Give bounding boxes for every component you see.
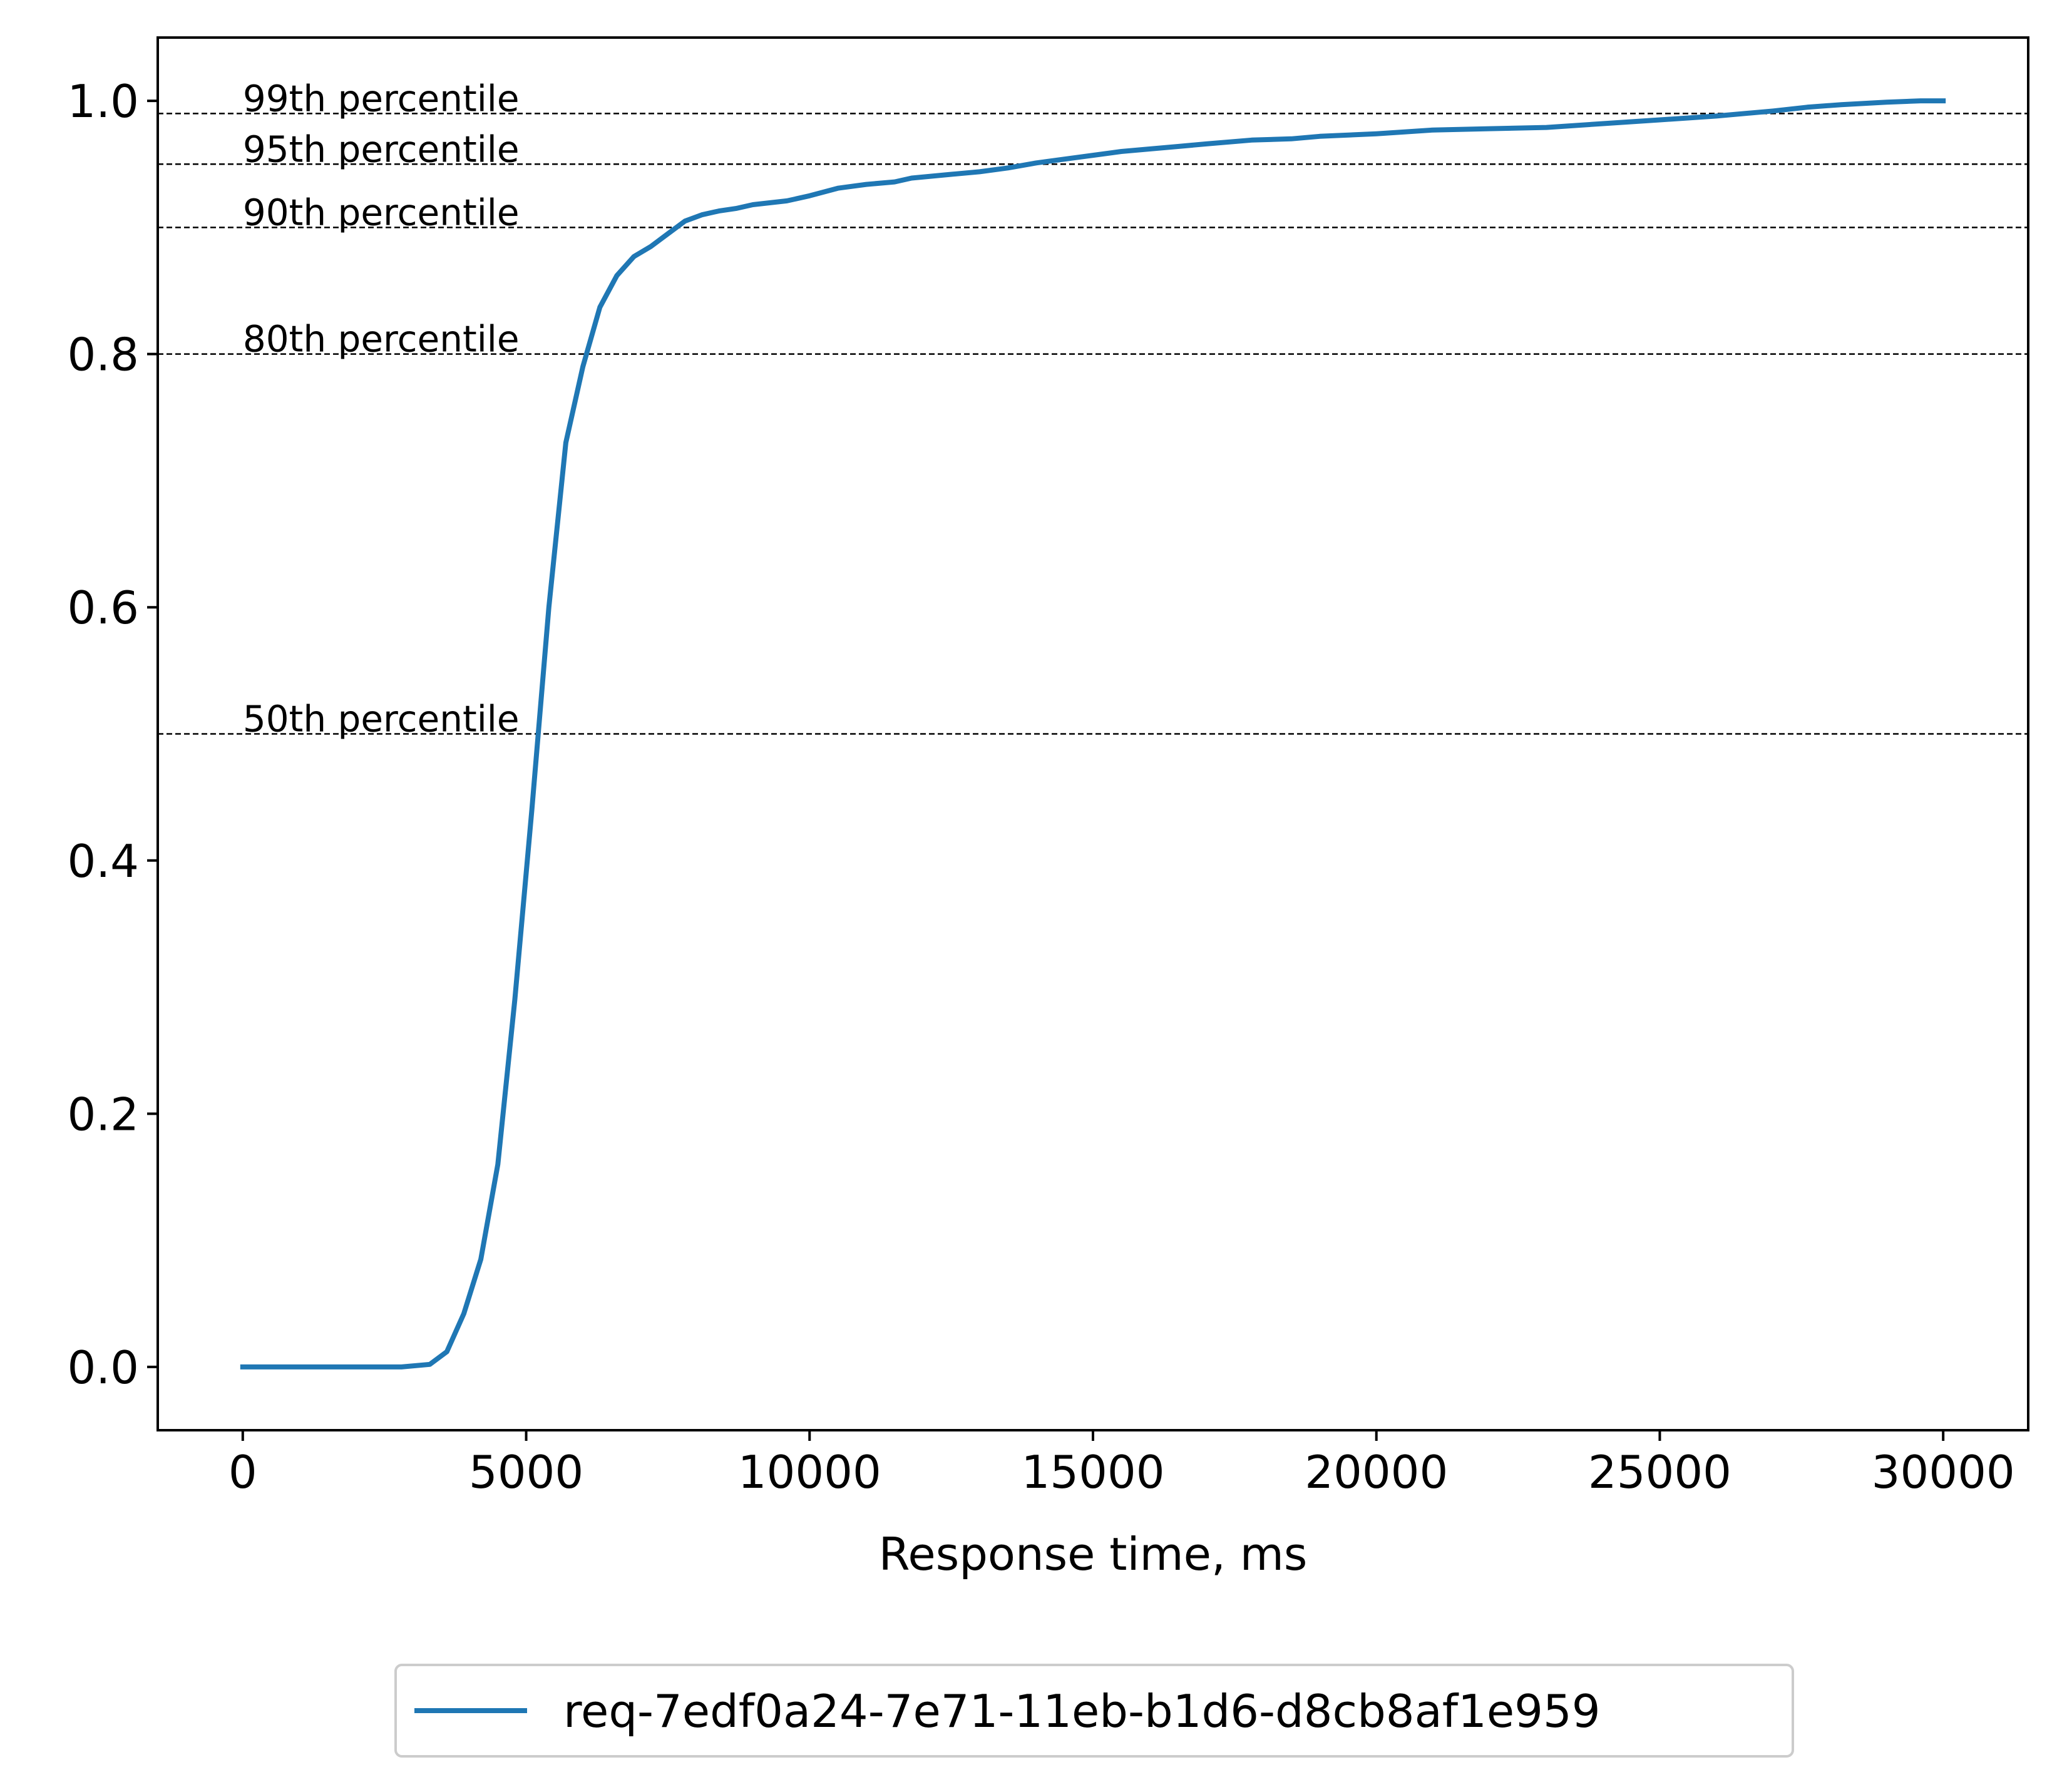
- x-tick-label: 0: [228, 1446, 257, 1498]
- y-tick-label: 0.0: [67, 1341, 139, 1394]
- percentile-label: 95th percentile: [243, 128, 520, 170]
- y-tick-label: 1.0: [67, 75, 139, 128]
- series-line: [240, 98, 1946, 1370]
- percentile-label: 99th percentile: [243, 77, 520, 120]
- x-tick-label: 25000: [1588, 1446, 1731, 1498]
- percentile-label: 50th percentile: [243, 698, 520, 740]
- x-tick-label: 20000: [1305, 1446, 1448, 1498]
- x-axis-label: Response time, ms: [879, 1528, 1308, 1580]
- x-tick-label: 10000: [738, 1446, 881, 1498]
- y-tick-label: 0.8: [67, 329, 139, 381]
- series-layer: [240, 98, 1946, 1370]
- x-axis: 0 5000 10000 15000 20000 25000 30000: [228, 1430, 2015, 1498]
- y-tick-label: 0.4: [67, 835, 139, 888]
- percentile-label: 90th percentile: [243, 191, 520, 233]
- x-tick-label: 5000: [469, 1446, 583, 1498]
- percentile-lines: [158, 113, 2028, 735]
- legend: req-7edf0a24-7e71-11eb-b1d6-d8cb8af1e959: [394, 1664, 1794, 1758]
- legend-box: [394, 1664, 1794, 1758]
- legend-entry-label: req-7edf0a24-7e71-11eb-b1d6-d8cb8af1e959: [563, 1685, 1601, 1738]
- x-tick-label: 15000: [1021, 1446, 1164, 1498]
- percentile-labels: 99th percentile 95th percentile 90th perce…: [243, 77, 520, 740]
- y-tick-label: 0.6: [67, 581, 139, 634]
- x-tick-label: 30000: [1872, 1446, 2015, 1498]
- y-axis: 0.0 0.2 0.4 0.6 0.8 1.0: [67, 75, 158, 1394]
- y-tick-label: 0.2: [67, 1088, 139, 1140]
- percentile-label: 80th percentile: [243, 318, 520, 361]
